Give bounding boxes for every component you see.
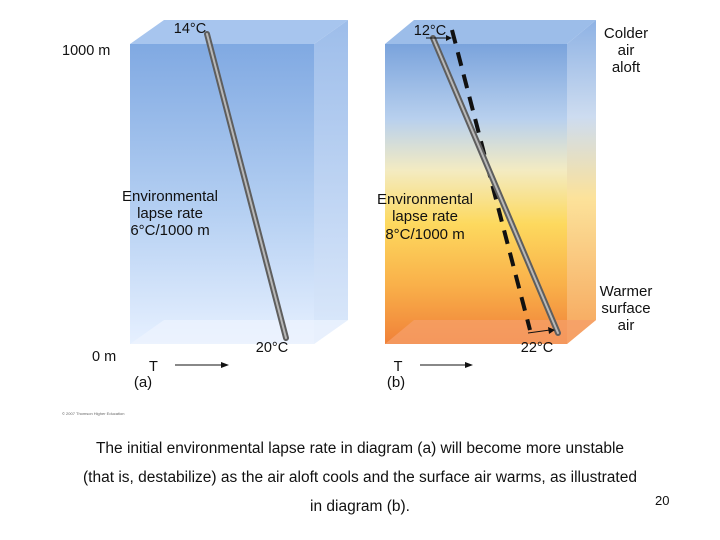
panel-a-rate-line2: lapse rate [137,205,203,222]
height-0m-label: 0 m [92,349,116,365]
panel-a-rate-line1: Environmental [122,188,218,205]
panel-b-box [385,20,596,344]
caption-line-1: The initial environmental lapse rate in … [95,440,625,457]
cooling-arrow-icon [426,35,452,41]
panel-a-box [130,20,348,344]
panel-a-axis-arrow-icon [175,362,229,368]
cold-note-line3: aloft [612,59,641,76]
caption: The initial environmental lapse rate in … [20,434,700,521]
caption-line-3: in diagram (b). [310,498,410,515]
cold-note-line2: air [618,42,635,59]
cold-note-line1: Colder [604,25,648,42]
panel-b-bottom-temp: 22°C [521,340,553,356]
panel-a-axis-label: T [149,359,158,375]
height-1000m-label: 1000 m [62,43,110,59]
panel-b-axis-arrow-icon [420,362,473,368]
copyright-text: © 2007 Thomson Higher Education [62,411,124,416]
warm-note-line2: surface [601,300,650,317]
panel-a-label: (a) [134,374,152,391]
page-number: 20 [655,493,670,508]
panel-b-rate-line3: 8°C/1000 m [385,226,464,243]
panel-a-rate-line3: 6°C/1000 m [130,222,209,239]
panel-b-rate-line1: Environmental [377,191,473,208]
panel-a-bottom-temp: 20°C [256,340,288,356]
lapse-rate-diagram: 14°C 1000 m Environmental lapse rate 6°C… [62,20,653,416]
panel-b-top-temp: 12°C [414,23,446,39]
warm-note-line1: Warmer [600,283,653,300]
warming-arrow-icon [527,327,555,334]
panel-b-axis-label: T [394,359,403,375]
caption-line-2: (that is, destabilize) as the air aloft … [83,469,637,486]
panel-a-top-temp: 14°C [174,21,206,37]
panel-b-initial-profile [450,29,532,331]
warm-note-line3: air [618,317,635,334]
panel-b-rate-line2: lapse rate [392,208,458,225]
panel-b-label: (b) [387,374,405,391]
